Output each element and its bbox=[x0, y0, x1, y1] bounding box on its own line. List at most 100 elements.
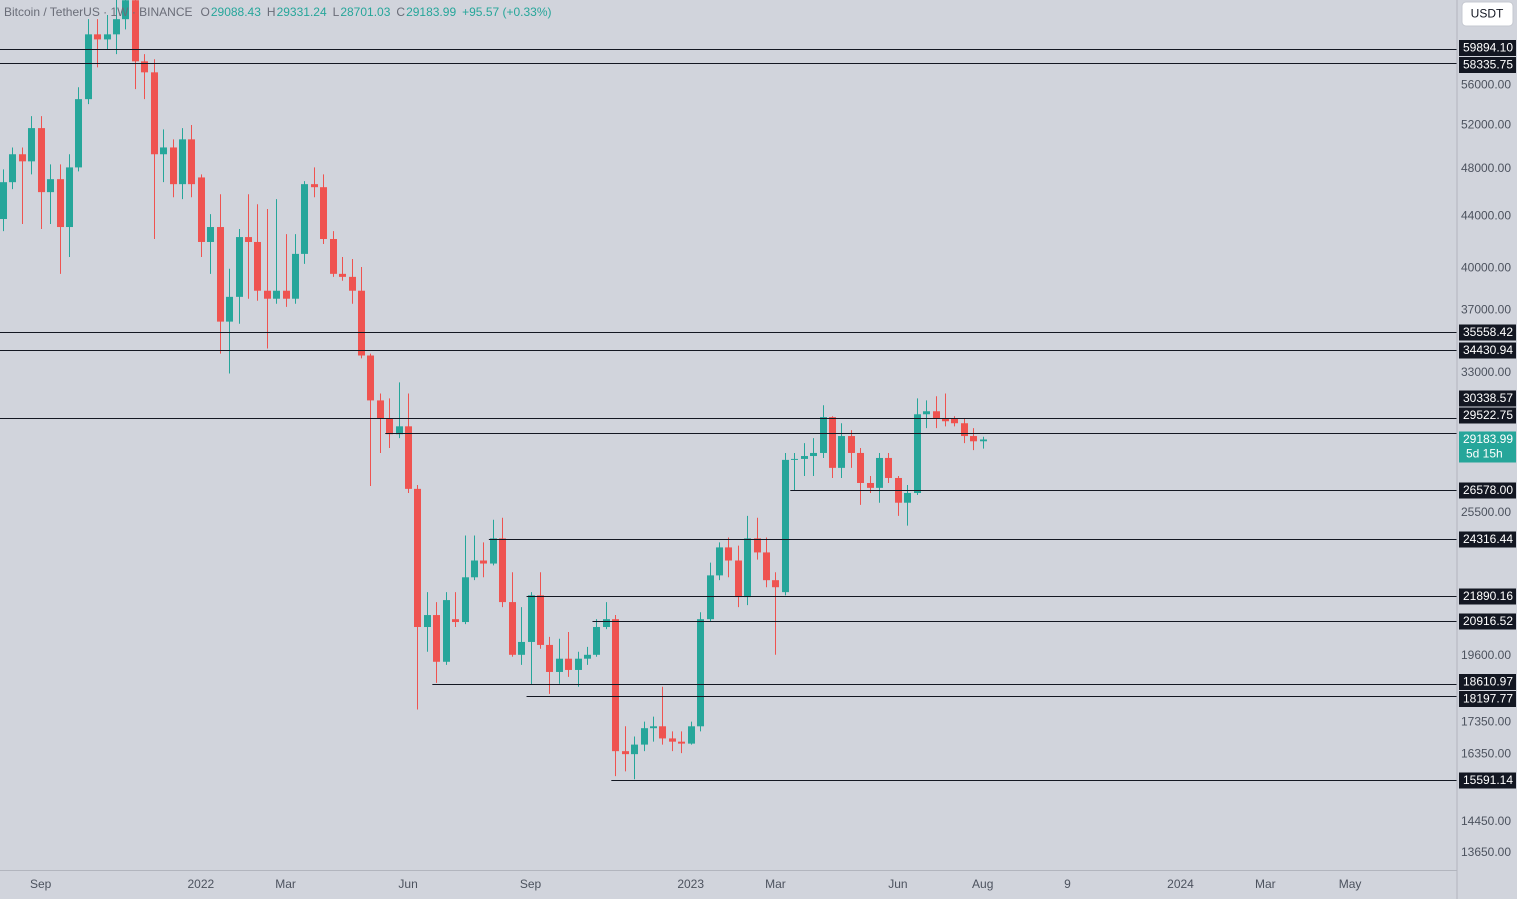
candle-body bbox=[801, 456, 808, 459]
candle-body bbox=[85, 34, 92, 100]
candle-body bbox=[820, 417, 827, 453]
candle-body bbox=[273, 290, 280, 299]
candle-body bbox=[113, 19, 120, 35]
candle-body bbox=[217, 227, 224, 322]
candle-body bbox=[782, 459, 789, 593]
candle-body bbox=[707, 575, 714, 620]
candle-body bbox=[141, 61, 148, 73]
ohlc-value: 29088.43 bbox=[211, 5, 261, 19]
price-tag-label: 26578.00 bbox=[1463, 483, 1513, 497]
candle-body bbox=[575, 658, 582, 670]
x-tick-label: Jun bbox=[888, 877, 907, 891]
price-tag-label: 59894.10 bbox=[1463, 41, 1513, 55]
candle-body bbox=[396, 426, 403, 435]
candle-body bbox=[57, 179, 64, 228]
x-tick-label: Jun bbox=[398, 877, 417, 891]
y-tick-label: 48000.00 bbox=[1461, 161, 1511, 175]
candle-body bbox=[659, 726, 666, 739]
candle-body bbox=[509, 602, 516, 655]
candle-body bbox=[170, 147, 177, 185]
candle-body bbox=[942, 418, 949, 422]
candle-body bbox=[254, 241, 261, 291]
candle-body bbox=[584, 654, 591, 659]
candle-body bbox=[546, 644, 553, 672]
candle-body bbox=[236, 237, 243, 297]
candle-body bbox=[414, 488, 421, 628]
price-tag bbox=[1459, 407, 1516, 424]
candle-body bbox=[716, 547, 723, 576]
candle-body bbox=[923, 411, 930, 415]
candle-body bbox=[735, 560, 742, 598]
x-tick-label: Mar bbox=[765, 877, 786, 891]
price-tag bbox=[1459, 588, 1516, 605]
candle-body bbox=[433, 615, 440, 662]
y-tick-label: 37000.00 bbox=[1461, 303, 1511, 317]
candle-body bbox=[38, 128, 45, 193]
candle-body bbox=[810, 452, 817, 457]
candle-body bbox=[471, 560, 478, 578]
price-tag-label: 35558.42 bbox=[1463, 325, 1513, 339]
candle-body bbox=[66, 167, 73, 228]
candle-body bbox=[933, 411, 940, 419]
candle-body bbox=[207, 227, 214, 242]
candle-body bbox=[264, 290, 271, 299]
candle-body bbox=[754, 538, 761, 553]
price-tag-label: 18610.97 bbox=[1463, 675, 1513, 689]
candle-body bbox=[94, 34, 101, 40]
candle-body bbox=[188, 139, 195, 185]
x-tick-label: 2023 bbox=[677, 877, 704, 891]
currency-button-box[interactable] bbox=[1461, 1, 1514, 27]
candle-body bbox=[339, 273, 346, 277]
candle-body bbox=[443, 600, 450, 662]
price-tag-label: 15591.14 bbox=[1463, 773, 1513, 787]
symbol: Bitcoin / TetherUS · 1W · BINANCE bbox=[4, 5, 193, 19]
ohlc-key: O bbox=[201, 5, 210, 19]
price-tag bbox=[1459, 674, 1516, 690]
candle-body bbox=[320, 187, 327, 240]
candle-body bbox=[537, 595, 544, 645]
candle-body bbox=[292, 253, 299, 299]
candle-body bbox=[330, 239, 337, 274]
candle-body bbox=[386, 418, 393, 435]
price-tag bbox=[1459, 531, 1516, 548]
candle-body bbox=[283, 290, 290, 299]
candle-body bbox=[725, 547, 732, 561]
price-tag bbox=[1459, 772, 1516, 789]
price-tag-label: 20916.52 bbox=[1463, 614, 1513, 628]
candle-body bbox=[622, 751, 629, 755]
ohlc-value: 29183.99 bbox=[406, 5, 456, 19]
candle-body bbox=[838, 436, 845, 468]
candle-body bbox=[641, 728, 648, 745]
candle-body bbox=[198, 177, 205, 242]
candle-body bbox=[462, 577, 469, 623]
candle-body bbox=[226, 296, 233, 322]
y-tick-label: 40000.00 bbox=[1461, 260, 1511, 274]
ohlc-key: L bbox=[333, 5, 340, 19]
x-tick-label: Sep bbox=[30, 877, 52, 891]
price-tag bbox=[1459, 324, 1516, 341]
candle-body bbox=[9, 154, 16, 183]
currency-label[interactable]: USDT bbox=[1471, 7, 1504, 21]
candle-body bbox=[772, 580, 779, 588]
candle-body bbox=[19, 154, 26, 162]
candle-body bbox=[961, 423, 968, 437]
price-tag-label: 34430.94 bbox=[1463, 343, 1513, 357]
y-tick-label: 13650.00 bbox=[1461, 845, 1511, 859]
y-tick-label: 44000.00 bbox=[1461, 208, 1511, 222]
price-tag-label: 18197.77 bbox=[1463, 692, 1513, 706]
candle-body bbox=[603, 619, 610, 628]
candle-body bbox=[349, 276, 356, 291]
y-tick-label: 52000.00 bbox=[1461, 118, 1511, 132]
y-tick-label: 25500.00 bbox=[1461, 505, 1511, 519]
current-price-label: 29183.99 bbox=[1463, 432, 1513, 446]
currency-button[interactable]: USDT bbox=[1461, 1, 1514, 27]
candle-body bbox=[763, 552, 770, 581]
candle-body bbox=[593, 627, 600, 655]
candle-body bbox=[688, 726, 695, 744]
ohlc-key: C bbox=[396, 5, 405, 19]
ohlc-value: 28701.03 bbox=[340, 5, 390, 19]
candle-body bbox=[791, 458, 798, 460]
x-tick-label: Mar bbox=[1255, 877, 1276, 891]
change: +95.57 (+0.33%) bbox=[462, 5, 551, 19]
